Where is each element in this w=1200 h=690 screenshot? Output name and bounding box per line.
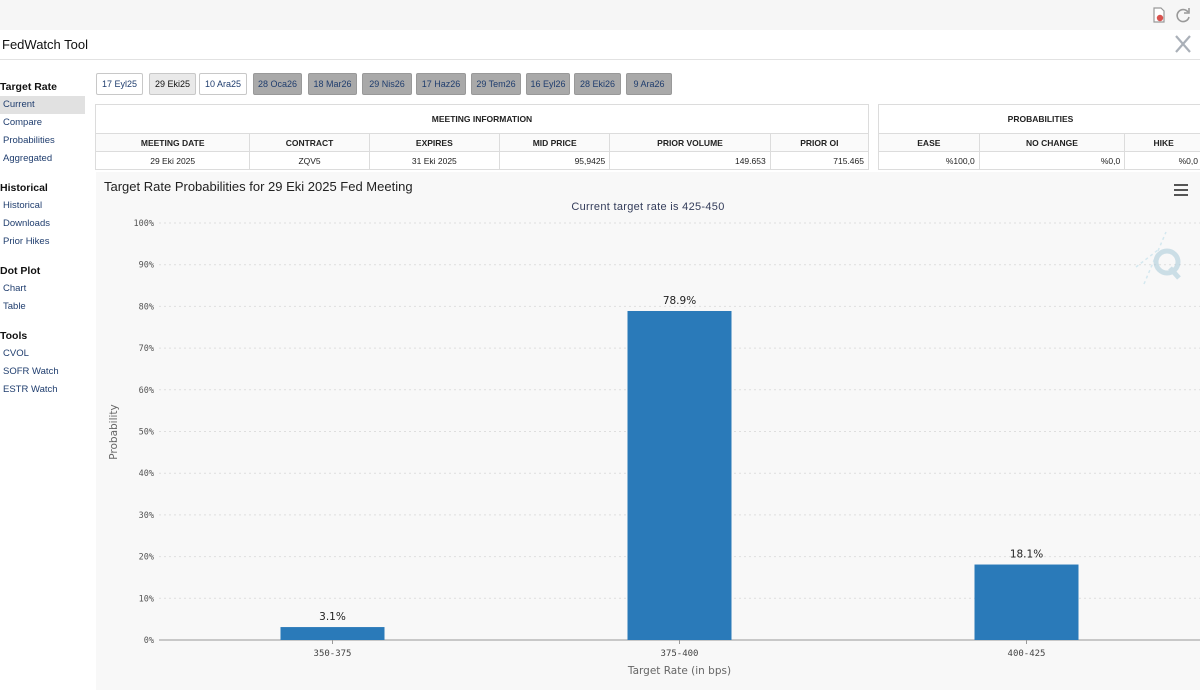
tab-16-eyl26[interactable]: 16 Eyl26 <box>526 73 570 95</box>
data-label-350-375: 3.1% <box>319 611 346 623</box>
meeting-cell-prior-volume: 149.653 <box>609 151 771 170</box>
sidebar-item-probabilities[interactable]: Probabilities <box>3 135 55 146</box>
y-tick-label: 50% <box>139 428 154 438</box>
sidebar-item-downloads[interactable]: Downloads <box>3 218 50 229</box>
y-tick-label: 80% <box>139 302 154 312</box>
sidebar-item-sofr-watch[interactable]: SOFR Watch <box>3 366 59 377</box>
hamburger-menu-icon[interactable] <box>1174 184 1188 196</box>
chart-title: Target Rate Probabilities for 29 Eki 202… <box>104 179 413 194</box>
probabilities-col-no-change: NO CHANGE <box>978 133 1126 152</box>
probabilities-cell-ease: %100,0 <box>878 151 980 170</box>
tab-18-mar26[interactable]: 18 Mar26 <box>308 73 357 95</box>
x-tick-label-375-400: 375-400 <box>661 649 699 659</box>
y-axis-title: Probability <box>108 404 120 460</box>
sidebar-heading-historical: Historical <box>0 182 48 194</box>
data-label-400-425: 18.1% <box>1010 549 1043 561</box>
meeting-col-expires: EXPIRES <box>368 133 501 152</box>
app-header: FedWatch Tool <box>0 30 1200 60</box>
meeting-col-prior-oi: PRIOR OI <box>769 133 870 152</box>
y-tick-label: 70% <box>139 344 154 354</box>
meeting-cell-mid-price: 95,9425 <box>499 151 611 170</box>
tab-29-eki25[interactable]: 29 Eki25 <box>149 73 196 95</box>
meeting-cell-meeting-date: 29 Eki 2025 <box>94 151 251 170</box>
sidebar-item-cvol[interactable]: CVOL <box>3 348 29 359</box>
sidebar-item-estr-watch[interactable]: ESTR Watch <box>3 384 58 395</box>
sidebar-gap <box>0 316 86 325</box>
tab-29-nis26[interactable]: 29 Nis26 <box>362 73 412 95</box>
x-tick-label-350-375: 350-375 <box>314 649 352 659</box>
probabilities-col-hike: HIKE <box>1124 133 1200 152</box>
y-tick-label: 40% <box>139 469 154 479</box>
meeting-col-prior-volume: PRIOR VOLUME <box>609 133 771 152</box>
probabilities-table: PROBABILITIES EASE NO CHANGE HIKE %100,0 %0… <box>878 104 1200 170</box>
quikstrike-logo-icon <box>1135 231 1181 285</box>
meeting-cell-expires: 31 Eki 2025 <box>368 151 501 170</box>
sidebar-item-compare[interactable]: Compare <box>3 117 43 128</box>
sidebar-heading-target-rate: Target Rate <box>0 81 57 93</box>
chart-panel: 0% 10% 20% 30% 40% 50% 60% 70% 80% 90% 100% 3.1% 350… <box>96 172 1200 690</box>
y-tick-label: 60% <box>139 386 154 396</box>
meeting-information-caption: MEETING INFORMATION <box>95 104 869 134</box>
data-label-375-400: 78.9% <box>663 295 696 307</box>
browser-top-bar <box>0 0 1200 30</box>
close-icon[interactable] <box>1174 34 1192 54</box>
sidebar-heading-tools: Tools <box>0 330 28 342</box>
meeting-cell-contract: ZQV5 <box>249 151 370 170</box>
probabilities-col-ease: EASE <box>878 133 980 152</box>
tab-28-oca26[interactable]: 28 Oca26 <box>253 73 302 95</box>
sidebar-item-aggregated[interactable]: Aggregated <box>3 153 53 164</box>
y-tick-label: 10% <box>139 594 154 604</box>
sidebar-gap <box>0 168 86 177</box>
probabilities-cell-no-change: %0,0 <box>978 151 1126 170</box>
y-tick-label: 90% <box>139 261 154 271</box>
tab-9-ara26[interactable]: 9 Ara26 <box>626 73 672 95</box>
sidebar-item-chart[interactable]: Chart <box>3 283 27 294</box>
x-axis-title: Target Rate (in bps) <box>627 665 731 677</box>
tab-10-ara25[interactable]: 10 Ara25 <box>199 73 247 95</box>
y-tick-label: 30% <box>139 511 154 521</box>
bar-400-425[interactable] <box>974 564 1079 640</box>
refresh-icon[interactable] <box>1174 6 1192 24</box>
sidebar-item-table[interactable]: Table <box>3 301 26 312</box>
x-tick-label-400-425: 400-425 <box>1008 649 1046 659</box>
tab-29-tem26[interactable]: 29 Tem26 <box>471 73 521 95</box>
meeting-information-table: MEETING INFORMATION MEETING DATE CONTRACT… <box>94 104 870 170</box>
sidebar-heading-dot-plot: Dot Plot <box>0 265 41 277</box>
sidebar-item-prior-hikes[interactable]: Prior Hikes <box>3 236 50 247</box>
tab-17-eyl25[interactable]: 17 Eyl25 <box>96 73 143 95</box>
probabilities-caption: PROBABILITIES <box>878 104 1200 134</box>
meeting-cell-prior-oi: 715.465 <box>769 151 870 170</box>
bar-350-375[interactable] <box>280 627 385 640</box>
y-tick-label: 0% <box>144 636 154 646</box>
bar-375-400[interactable] <box>627 310 732 640</box>
app-title: FedWatch Tool <box>2 37 88 52</box>
meeting-col-contract: CONTRACT <box>249 133 370 152</box>
bar-chart: 0% 10% 20% 30% 40% 50% 60% 70% 80% 90% 100% 3.1% 350… <box>108 219 1200 677</box>
chart-subtitle: Current target rate is 425-450 <box>571 201 725 213</box>
meeting-col-mid-price: MID PRICE <box>499 133 611 152</box>
sidebar: Target Rate Current Compare Probabilities Ag… <box>0 76 86 399</box>
y-tick-label: 100% <box>134 219 154 229</box>
sidebar-gap <box>0 251 86 260</box>
probabilities-cell-hike: %0,0 <box>1124 151 1200 170</box>
tab-28-eki26[interactable]: 28 Eki26 <box>574 73 621 95</box>
y-tick-label: 20% <box>139 553 154 563</box>
sidebar-item-current[interactable]: Current <box>0 96 85 114</box>
sidebar-item-historical[interactable]: Historical <box>3 200 43 211</box>
print-icon[interactable] <box>1150 6 1168 24</box>
meeting-col-meeting-date: MEETING DATE <box>94 133 251 152</box>
tab-17-haz26[interactable]: 17 Haz26 <box>416 73 466 95</box>
